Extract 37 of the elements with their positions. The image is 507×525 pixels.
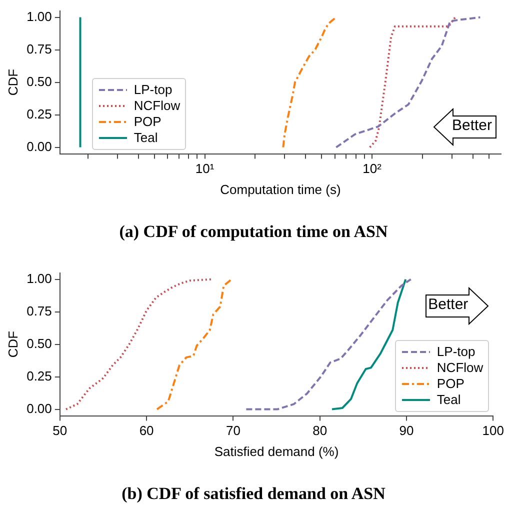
line-series bbox=[64, 278, 213, 410]
y-tick-label: 0.75 bbox=[26, 41, 52, 56]
x-axis-title: Satisfied demand (%) bbox=[214, 444, 339, 459]
x-tick-label: 60 bbox=[139, 423, 154, 438]
legend-label: NCFlow bbox=[436, 360, 484, 376]
y-tick-label: 0.00 bbox=[26, 400, 52, 416]
y-axis-title: CDF bbox=[5, 68, 20, 96]
legend-label: Teal bbox=[134, 130, 158, 146]
x-tick-label: 50 bbox=[52, 423, 68, 438]
y-tick-label: 0.50 bbox=[26, 74, 52, 89]
legend-label: Teal bbox=[436, 392, 461, 408]
legend-label: NCFlow bbox=[134, 98, 180, 114]
text: (b) CDF of satisfied demand on ASN bbox=[120, 484, 386, 504]
annotation: Better bbox=[452, 116, 492, 134]
line-series bbox=[245, 278, 412, 410]
y-axis-title: CDF bbox=[5, 330, 20, 358]
y-tick-label: 0.00 bbox=[26, 138, 52, 154]
x-tick-label: 80 bbox=[312, 423, 328, 438]
y-tick-label: 1.00 bbox=[26, 8, 52, 24]
y-tick-label: 0.25 bbox=[26, 368, 52, 384]
legend-label: POP bbox=[436, 376, 464, 392]
x-tick-label: 70 bbox=[226, 423, 240, 438]
x-tick-label: 90 bbox=[399, 423, 414, 438]
x-tick-label: 10¹ bbox=[195, 161, 215, 176]
legend-label: POP bbox=[134, 114, 162, 130]
text: (a) CDF of computation time on ASN bbox=[118, 222, 389, 242]
annotation: Better bbox=[428, 296, 468, 313]
legend-label: LP-top bbox=[134, 82, 172, 98]
x-tick-label: 100 bbox=[482, 423, 504, 438]
y-tick-label: 1.00 bbox=[26, 270, 52, 286]
y-tick-label: 0.50 bbox=[26, 336, 52, 351]
legend-label: LP-top bbox=[436, 344, 476, 360]
line-series bbox=[156, 278, 232, 410]
y-tick-label: 0.75 bbox=[26, 303, 52, 318]
x-axis-title: Computation time (s) bbox=[220, 182, 341, 197]
y-tick-label: 0.25 bbox=[26, 106, 52, 122]
x-tick-label: 10² bbox=[362, 161, 382, 176]
